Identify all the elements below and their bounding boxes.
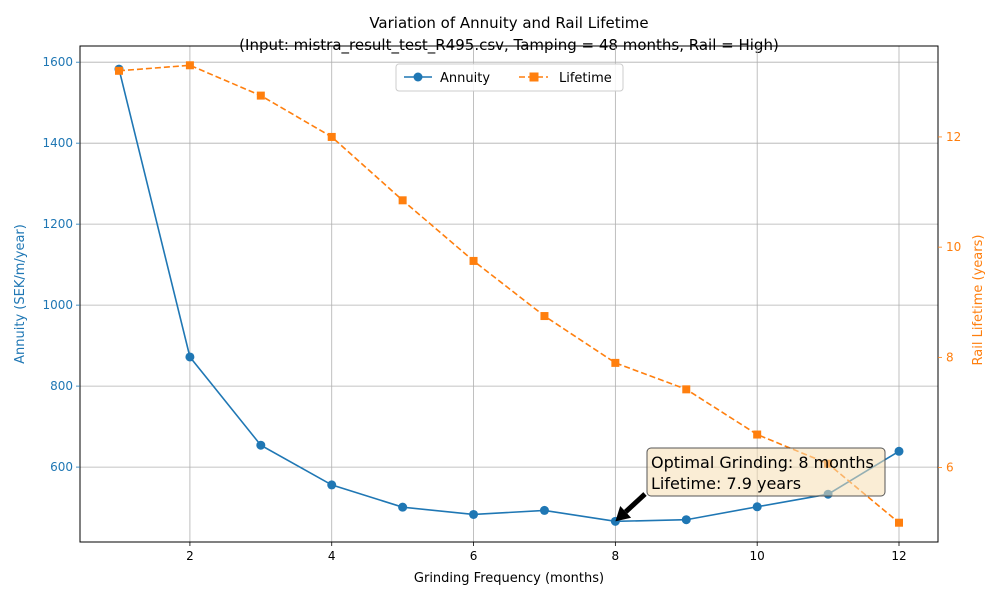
annotation-line-2: Lifetime: 7.9 years [651,474,801,493]
x-axis-label: Grinding Frequency (months) [414,571,604,586]
y-right-axis-label: Rail Lifetime (years) [971,235,986,366]
data-point-annuity [681,515,691,525]
data-point-annuity [327,480,337,490]
y-right-tick-label: 12 [946,130,961,144]
legend-lifetime-marker [529,72,539,82]
legend-box [395,63,624,92]
legend-annuity-label: Annuity [440,71,490,86]
y-left-tick-label: 800 [50,379,73,393]
annotation-arrow-shaft [623,492,647,514]
data-point-lifetime [540,312,549,321]
annotation-arrow-head [615,505,632,522]
data-point-annuity [185,352,195,362]
x-axis-ticks: 2 4 6 8 10 12 [186,542,907,563]
annotation-box [646,447,886,497]
data-point-annuity [398,502,408,512]
chart-title: Variation of Annuity and Rail Lifetime [369,14,648,32]
data-point-lifetime [682,385,691,394]
x-tick-label: 6 [470,549,478,563]
grid [80,46,938,542]
series-line-annuity [118,68,900,523]
x-tick-label: 4 [328,549,336,563]
legend: Annuity Lifetime [395,63,624,92]
y-left-axis-ticks: 600 800 1000 1200 1400 1600 [42,55,80,474]
annotation-line-1: Optimal Grinding: 8 months [651,453,874,472]
y-left-tick-label: 1000 [42,298,73,312]
data-point-lifetime [469,256,478,265]
series-layer [114,61,904,527]
y-left-tick-label: 1200 [42,217,73,231]
legend-annuity-marker [413,72,423,82]
data-point-lifetime [115,66,123,75]
x-tick-label: 10 [750,549,765,563]
data-point-annuity [256,440,266,450]
data-point-lifetime [611,358,620,367]
series-line-lifetime [118,64,900,524]
data-point-lifetime [753,430,762,439]
y-left-tick-label: 1600 [42,55,73,69]
legend-lifetime-label: Lifetime [559,71,612,86]
plot-frame [79,45,939,543]
y-right-tick-label: 10 [946,240,961,254]
x-tick-label: 2 [186,549,194,563]
data-point-annuity [469,509,479,519]
y-left-axis-label: Annuity (SEK/m/year) [13,224,28,364]
data-point-lifetime [256,91,265,100]
y-right-tick-label: 8 [946,350,954,364]
data-point-annuity [752,502,762,512]
y-right-axis-ticks: 6 8 10 12 [938,130,961,475]
x-tick-label: 8 [612,549,620,563]
data-point-annuity [539,505,549,515]
x-tick-label: 12 [891,549,906,563]
data-point-annuity [894,446,904,456]
data-point-lifetime [327,132,336,141]
data-point-lifetime [895,518,903,527]
y-right-tick-label: 6 [946,461,954,475]
y-left-tick-label: 1400 [42,136,73,150]
data-point-lifetime [185,61,194,70]
y-left-tick-label: 600 [50,460,73,474]
data-point-lifetime [398,196,407,205]
annotation-layer: Optimal Grinding: 8 months Lifetime: 7.9 … [615,447,886,522]
